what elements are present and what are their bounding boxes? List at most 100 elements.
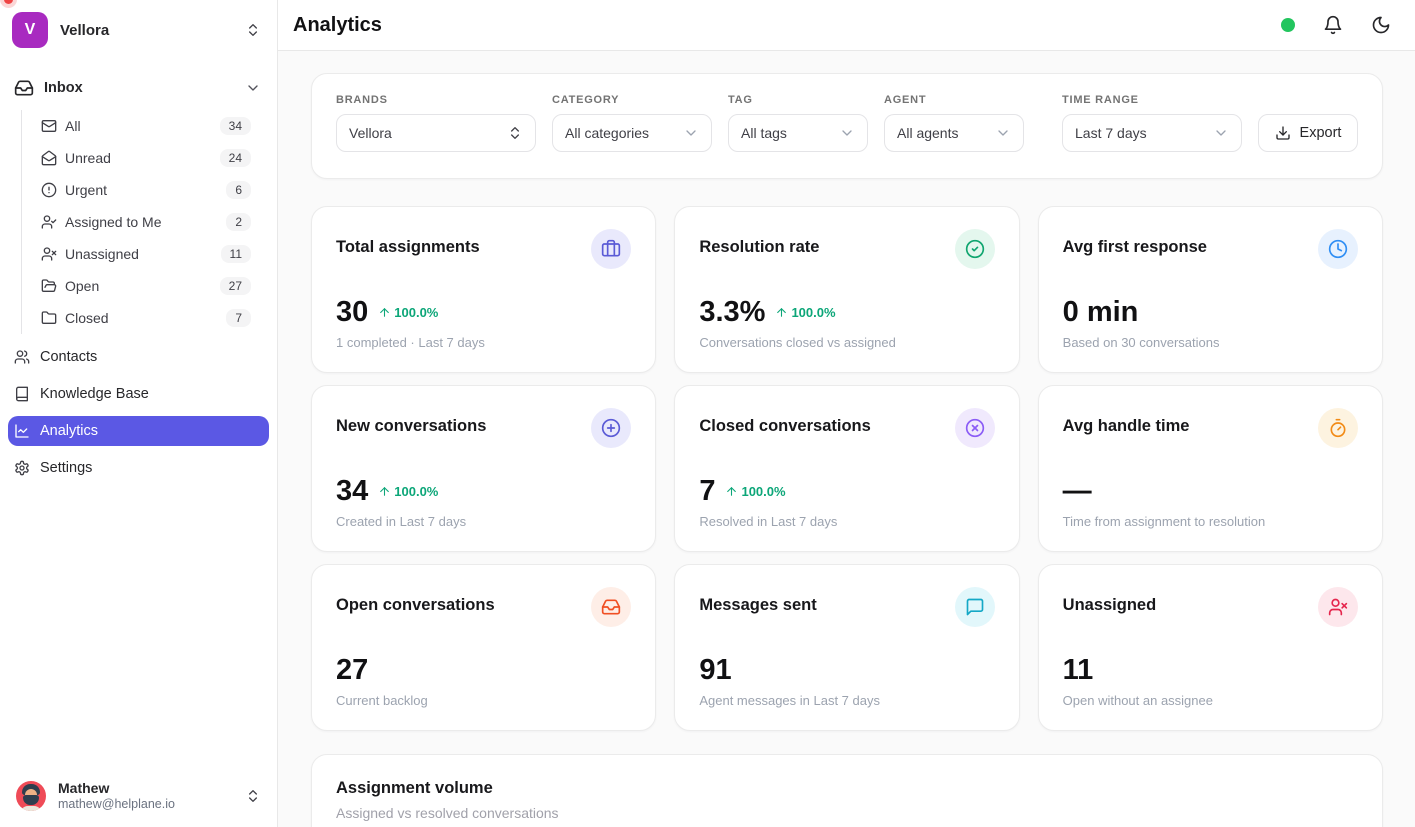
stat-subtitle: Based on 30 conversations — [1062, 335, 1220, 350]
stat-card: Avg first response 0 min Based on 30 con… — [1037, 206, 1383, 373]
chevrons-up-down-icon — [507, 125, 523, 141]
count-badge: 24 — [219, 149, 251, 167]
sidebar-item-label: Settings — [40, 460, 93, 476]
chart-title: Assignment volume — [336, 779, 493, 797]
filter-label-brands: BRANDS — [336, 94, 388, 106]
stat-title: Messages sent — [699, 596, 817, 614]
stat-value: 3.3% — [699, 296, 766, 328]
user-x-icon — [1318, 587, 1358, 627]
inbox-item-label: Urgent — [65, 182, 108, 198]
moon-icon[interactable] — [1371, 15, 1391, 35]
arrow-up-icon — [378, 306, 391, 319]
filters-bar: BRANDS Vellora CATEGORY All categories T… — [311, 73, 1383, 179]
filter-label-tag: TAG — [728, 94, 753, 106]
inbox-item-urgent[interactable]: Urgent 6 — [22, 174, 251, 206]
export-button[interactable]: Export — [1258, 114, 1358, 152]
count-badge: 6 — [226, 181, 251, 199]
category-select[interactable]: All categories — [552, 114, 712, 152]
stat-card: Avg handle time — Time from assignment t… — [1037, 385, 1383, 552]
chevron-down-icon — [1213, 125, 1229, 141]
stat-card: Total assignments 30 100.0% 1 completed … — [311, 206, 657, 373]
clock-icon — [1318, 229, 1358, 269]
chevrons-up-down-icon — [245, 22, 261, 38]
inbox-item-unassigned[interactable]: Unassigned 11 — [22, 238, 251, 270]
filter-label-category: CATEGORY — [552, 94, 620, 106]
circle-check-icon — [954, 229, 995, 269]
inbox-item-unread[interactable]: Unread 24 — [22, 142, 251, 174]
time-range-select[interactable]: Last 7 days — [1062, 114, 1242, 152]
mail-icon — [41, 118, 57, 134]
status-dot — [1281, 18, 1295, 32]
stat-card: Open conversations 27 Current backlog — [311, 564, 657, 731]
arrow-up-icon — [378, 485, 391, 498]
inbox-tray-icon — [591, 587, 632, 627]
stat-subtitle: Agent messages in Last 7 days — [699, 693, 880, 708]
workspace-switcher[interactable]: V Vellora — [0, 0, 277, 60]
main-area: Analytics BRANDS Vellora CATEGORY All ca… — [278, 0, 1415, 827]
inbox-item-closed[interactable]: Closed 7 — [22, 302, 251, 334]
stat-title: Avg first response — [1062, 238, 1207, 256]
inbox-item-all[interactable]: All 34 — [22, 110, 251, 142]
stat-title: Resolution rate — [699, 238, 820, 256]
count-badge: 27 — [219, 277, 251, 295]
topbar: Analytics — [278, 0, 1415, 51]
stat-delta: 100.0% — [725, 484, 786, 499]
arrow-up-icon — [725, 485, 738, 498]
bell-icon[interactable] — [1323, 15, 1343, 35]
inbox-icon — [14, 78, 34, 98]
inbox-item-assigned-to-me[interactable]: Assigned to Me 2 — [22, 206, 251, 238]
chevron-down-icon — [995, 125, 1011, 141]
count-badge: 34 — [219, 117, 251, 135]
inbox-sublist: All 34 Unread 24 Urgent 6 Assigned to Me… — [21, 110, 251, 334]
sidebar-item-knowledge-base[interactable]: Knowledge Base — [8, 379, 269, 409]
stat-card: Unassigned 11 Open without an assignee — [1037, 564, 1383, 731]
user-email: mathew@helplane.io — [58, 797, 175, 812]
users-icon — [14, 349, 30, 365]
filter-label-time-range: TIME RANGE — [1062, 94, 1139, 106]
sidebar-item-label: Knowledge Base — [40, 386, 149, 402]
sidebar-item-label: Contacts — [40, 349, 98, 365]
inbox-item-open[interactable]: Open 27 — [22, 270, 251, 302]
inbox-item-label: All — [65, 118, 81, 134]
filter-label-agent: AGENT — [884, 94, 927, 106]
timer-icon — [1318, 408, 1358, 448]
chart-subtitle: Assigned vs resolved conversations — [336, 805, 559, 821]
chevron-down-icon — [683, 125, 699, 141]
inbox-item-label: Open — [65, 278, 100, 294]
agent-select[interactable]: All agents — [884, 114, 1024, 152]
stat-title: Avg handle time — [1062, 417, 1190, 435]
stat-value: 30 — [336, 296, 369, 328]
brands-select[interactable]: Vellora — [336, 114, 536, 152]
sidebar-item-label: Analytics — [40, 423, 99, 439]
inbox-item-label: Closed — [65, 310, 109, 326]
arrow-up-icon — [775, 306, 788, 319]
stat-value: — — [1062, 475, 1092, 507]
stat-value: 27 — [336, 654, 369, 686]
stat-delta: 100.0% — [378, 305, 438, 320]
user-menu[interactable]: Mathew mathew@helplane.io — [0, 766, 277, 827]
circle-x-icon — [954, 408, 995, 448]
mail-open-icon — [41, 150, 57, 166]
chevrons-up-down-icon — [245, 788, 261, 804]
circle-plus-icon — [591, 408, 632, 448]
stat-title: Open conversations — [336, 596, 495, 614]
stat-value: 34 — [336, 475, 369, 507]
stat-card: Closed conversations 7 100.0% Resolved i… — [674, 385, 1020, 552]
stat-title: New conversations — [336, 417, 487, 435]
analytics-content: BRANDS Vellora CATEGORY All categories T… — [278, 51, 1415, 827]
user-check-icon — [41, 214, 57, 230]
chevron-down-icon — [245, 80, 261, 96]
stat-subtitle: Time from assignment to resolution — [1062, 514, 1266, 529]
sidebar-item-analytics[interactable]: Analytics — [8, 416, 269, 446]
stat-title: Closed conversations — [699, 417, 871, 435]
stat-delta: 100.0% — [775, 305, 836, 320]
tag-select[interactable]: All tags — [728, 114, 868, 152]
folder-open-icon — [41, 278, 57, 294]
sidebar-nav: Contacts Knowledge Base Analytics Settin… — [8, 342, 269, 483]
stat-value: 11 — [1062, 654, 1094, 686]
page-title: Analytics — [293, 13, 382, 36]
sidebar-item-inbox[interactable]: Inbox — [4, 0, 261, 100]
briefcase-icon — [591, 229, 632, 269]
sidebar-item-contacts[interactable]: Contacts — [8, 342, 269, 372]
sidebar-item-settings[interactable]: Settings — [8, 453, 269, 483]
